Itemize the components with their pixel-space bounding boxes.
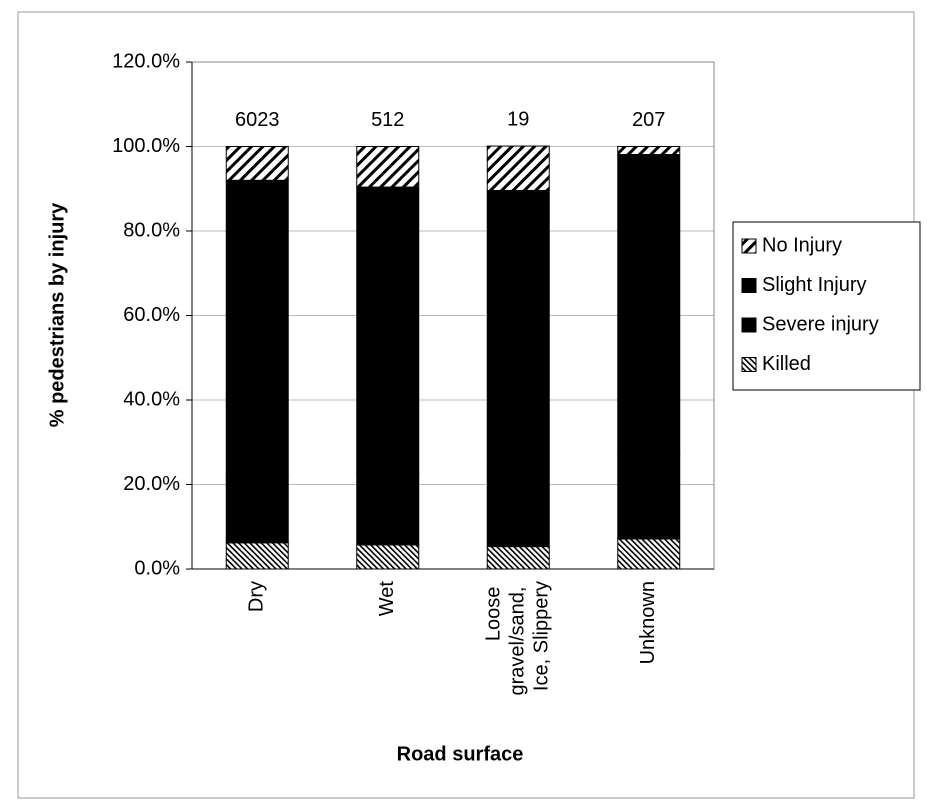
legend-box	[732, 221, 921, 391]
bar-segment	[356, 472, 420, 546]
bar-segment	[225, 474, 289, 544]
legend-swatch	[741, 317, 757, 333]
bar-segment	[356, 186, 420, 474]
bar-segment	[225, 179, 289, 476]
y-tick-label: 100.0%	[112, 135, 180, 157]
bar-segment	[617, 538, 681, 570]
bar-segment	[225, 542, 289, 570]
legend-label: Slight Injury	[762, 274, 867, 296]
total-label: 6023	[235, 109, 280, 131]
x-tick-label: Wet	[376, 581, 398, 617]
total-label: 207	[632, 109, 665, 131]
x-axis-title: Road surface	[397, 743, 524, 765]
bar-segment	[486, 546, 550, 570]
x-tick-label: Loose gravel/sand, Ice, Slippery	[483, 581, 553, 696]
bar-segment	[356, 146, 420, 188]
bar-segment	[486, 189, 550, 458]
legend-label: No Injury	[762, 234, 842, 256]
bar-segment	[486, 456, 550, 548]
legend-swatch	[741, 278, 757, 293]
y-tick-label: 60.0%	[123, 304, 180, 326]
legend-swatch	[741, 357, 757, 372]
chart-border	[17, 11, 915, 799]
bar-segment	[486, 145, 550, 191]
x-tick-label: Dry	[246, 581, 268, 612]
legend-swatch	[741, 238, 757, 254]
bar-segment	[617, 454, 681, 540]
total-label: 512	[371, 109, 404, 131]
y-axis-title: % pedestrians by injury	[46, 202, 68, 427]
y-tick-label: 20.0%	[123, 473, 180, 495]
y-tick-label: 120.0%	[112, 50, 180, 72]
total-label: 19	[507, 108, 529, 130]
y-tick-label: 40.0%	[123, 388, 180, 410]
x-tick-label: Unknown	[637, 581, 659, 664]
bar-segment	[617, 146, 681, 156]
legend-label: Severe injury	[762, 313, 879, 335]
bar-segment	[225, 146, 289, 181]
y-tick-label: 0.0%	[134, 557, 180, 579]
y-tick-label: 80.0%	[123, 219, 180, 241]
bar-segment	[356, 544, 420, 570]
legend-label: Killed	[762, 353, 811, 375]
bar-segment	[617, 154, 681, 456]
